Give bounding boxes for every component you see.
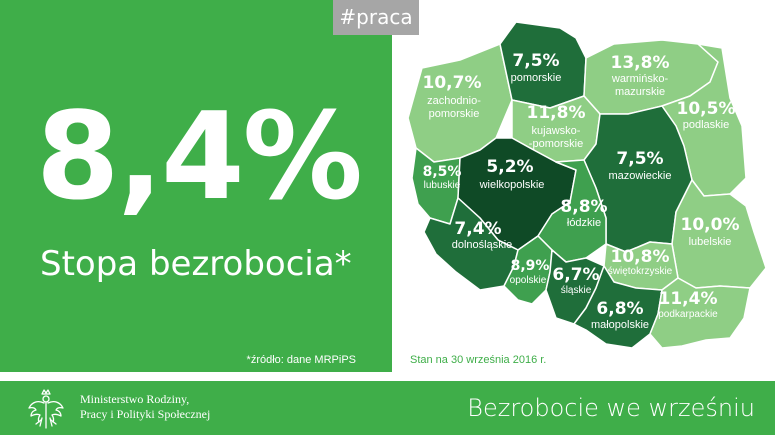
footer-title: Bezrobocie we wrześniu xyxy=(467,394,755,422)
label-rate-lodzkie: 8,8% xyxy=(560,197,607,217)
label-name-malopolskie: małopolskie xyxy=(591,319,649,331)
label-rate-podkarpackie: 11,4% xyxy=(659,289,718,309)
date-note: Stan na 30 września 2016 r. xyxy=(410,354,547,366)
label-name-lodzkie: łódzkie xyxy=(567,217,601,229)
region-malopolskie xyxy=(573,265,663,349)
footer-bar xyxy=(0,381,775,435)
label-rate-malopolskie: 6,8% xyxy=(596,299,643,319)
label-rate-warminsko-mazurskie: 13,8% xyxy=(611,53,670,73)
label-name-wielkopolskie: wielkopolskie xyxy=(479,179,545,191)
label-rate-pomorskie: 7,5% xyxy=(512,51,559,71)
label-name-mazowieckie: mazowieckie xyxy=(609,170,672,182)
map-svg: 10,7% zachodnio- pomorskie 7,5% pomorski… xyxy=(407,21,767,349)
label-name-kujawsko-pomorskie-2: -pomorskie xyxy=(529,138,583,150)
label-rate-lubuskie: 8,5% xyxy=(423,164,462,180)
label-rate-lubelskie: 10,0% xyxy=(681,215,740,235)
label-name-swietokrzyskie: świętokrzyskie xyxy=(608,266,673,277)
poland-voivodeship-map: 10,7% zachodnio- pomorskie 7,5% pomorski… xyxy=(400,18,775,358)
label-name-zachodniopomorskie-1: zachodnio- xyxy=(427,95,481,107)
label-name-podkarpackie: podkarpackie xyxy=(658,309,718,320)
eagle-emblem-icon xyxy=(28,389,64,429)
label-name-kujawsko-pomorskie-1: kujawsko- xyxy=(532,125,581,137)
hashtag-badge: #praca xyxy=(333,0,419,35)
label-rate-mazowieckie: 7,5% xyxy=(616,149,663,169)
region-opolskie xyxy=(503,235,553,305)
label-name-opolskie: opolskie xyxy=(510,275,547,286)
ministry-name-line-2: Pracy i Polityki Społecznej xyxy=(80,407,211,421)
label-rate-swietokrzyskie: 10,8% xyxy=(611,247,670,267)
unemployment-rate-value: 8,4% xyxy=(36,88,363,227)
label-name-warminsko-mazurskie-1: warmińsko- xyxy=(611,73,669,85)
label-name-slaskie: śląskie xyxy=(561,285,592,296)
label-rate-podlaskie: 10,5% xyxy=(677,99,736,119)
label-rate-wielkopolskie: 5,2% xyxy=(486,157,533,177)
label-rate-opolskie: 8,9% xyxy=(511,258,550,274)
ministry-name-line-1: Ministerstwo Rodziny, xyxy=(80,392,190,406)
label-name-lubelskie: lubelskie xyxy=(689,236,732,248)
region-podkarpackie xyxy=(649,277,751,349)
label-rate-zachodniopomorskie: 10,7% xyxy=(423,73,482,93)
label-name-dolnoslaskie: dolnośląskie xyxy=(452,239,513,251)
label-rate-kujawsko-pomorskie: 11,8% xyxy=(527,103,586,123)
source-note: *źródło: dane MRPiPS xyxy=(246,354,356,366)
unemployment-rate-label: Stopa bezrobocia* xyxy=(40,244,352,284)
label-name-zachodniopomorskie-2: pomorskie xyxy=(429,108,480,120)
label-rate-dolnoslaskie: 7,4% xyxy=(454,219,501,239)
label-name-warminsko-mazurskie-2: mazurskie xyxy=(615,86,665,98)
label-name-podlaskie: podlaskie xyxy=(683,119,729,131)
label-name-pomorskie: pomorskie xyxy=(511,72,562,84)
headline-panel xyxy=(0,0,392,372)
label-name-lubuskie: lubuskie xyxy=(424,180,461,191)
ministry-name: Ministerstwo Rodziny, Pracy i Polityki S… xyxy=(80,392,210,422)
label-rate-slaskie: 6,7% xyxy=(552,265,599,285)
